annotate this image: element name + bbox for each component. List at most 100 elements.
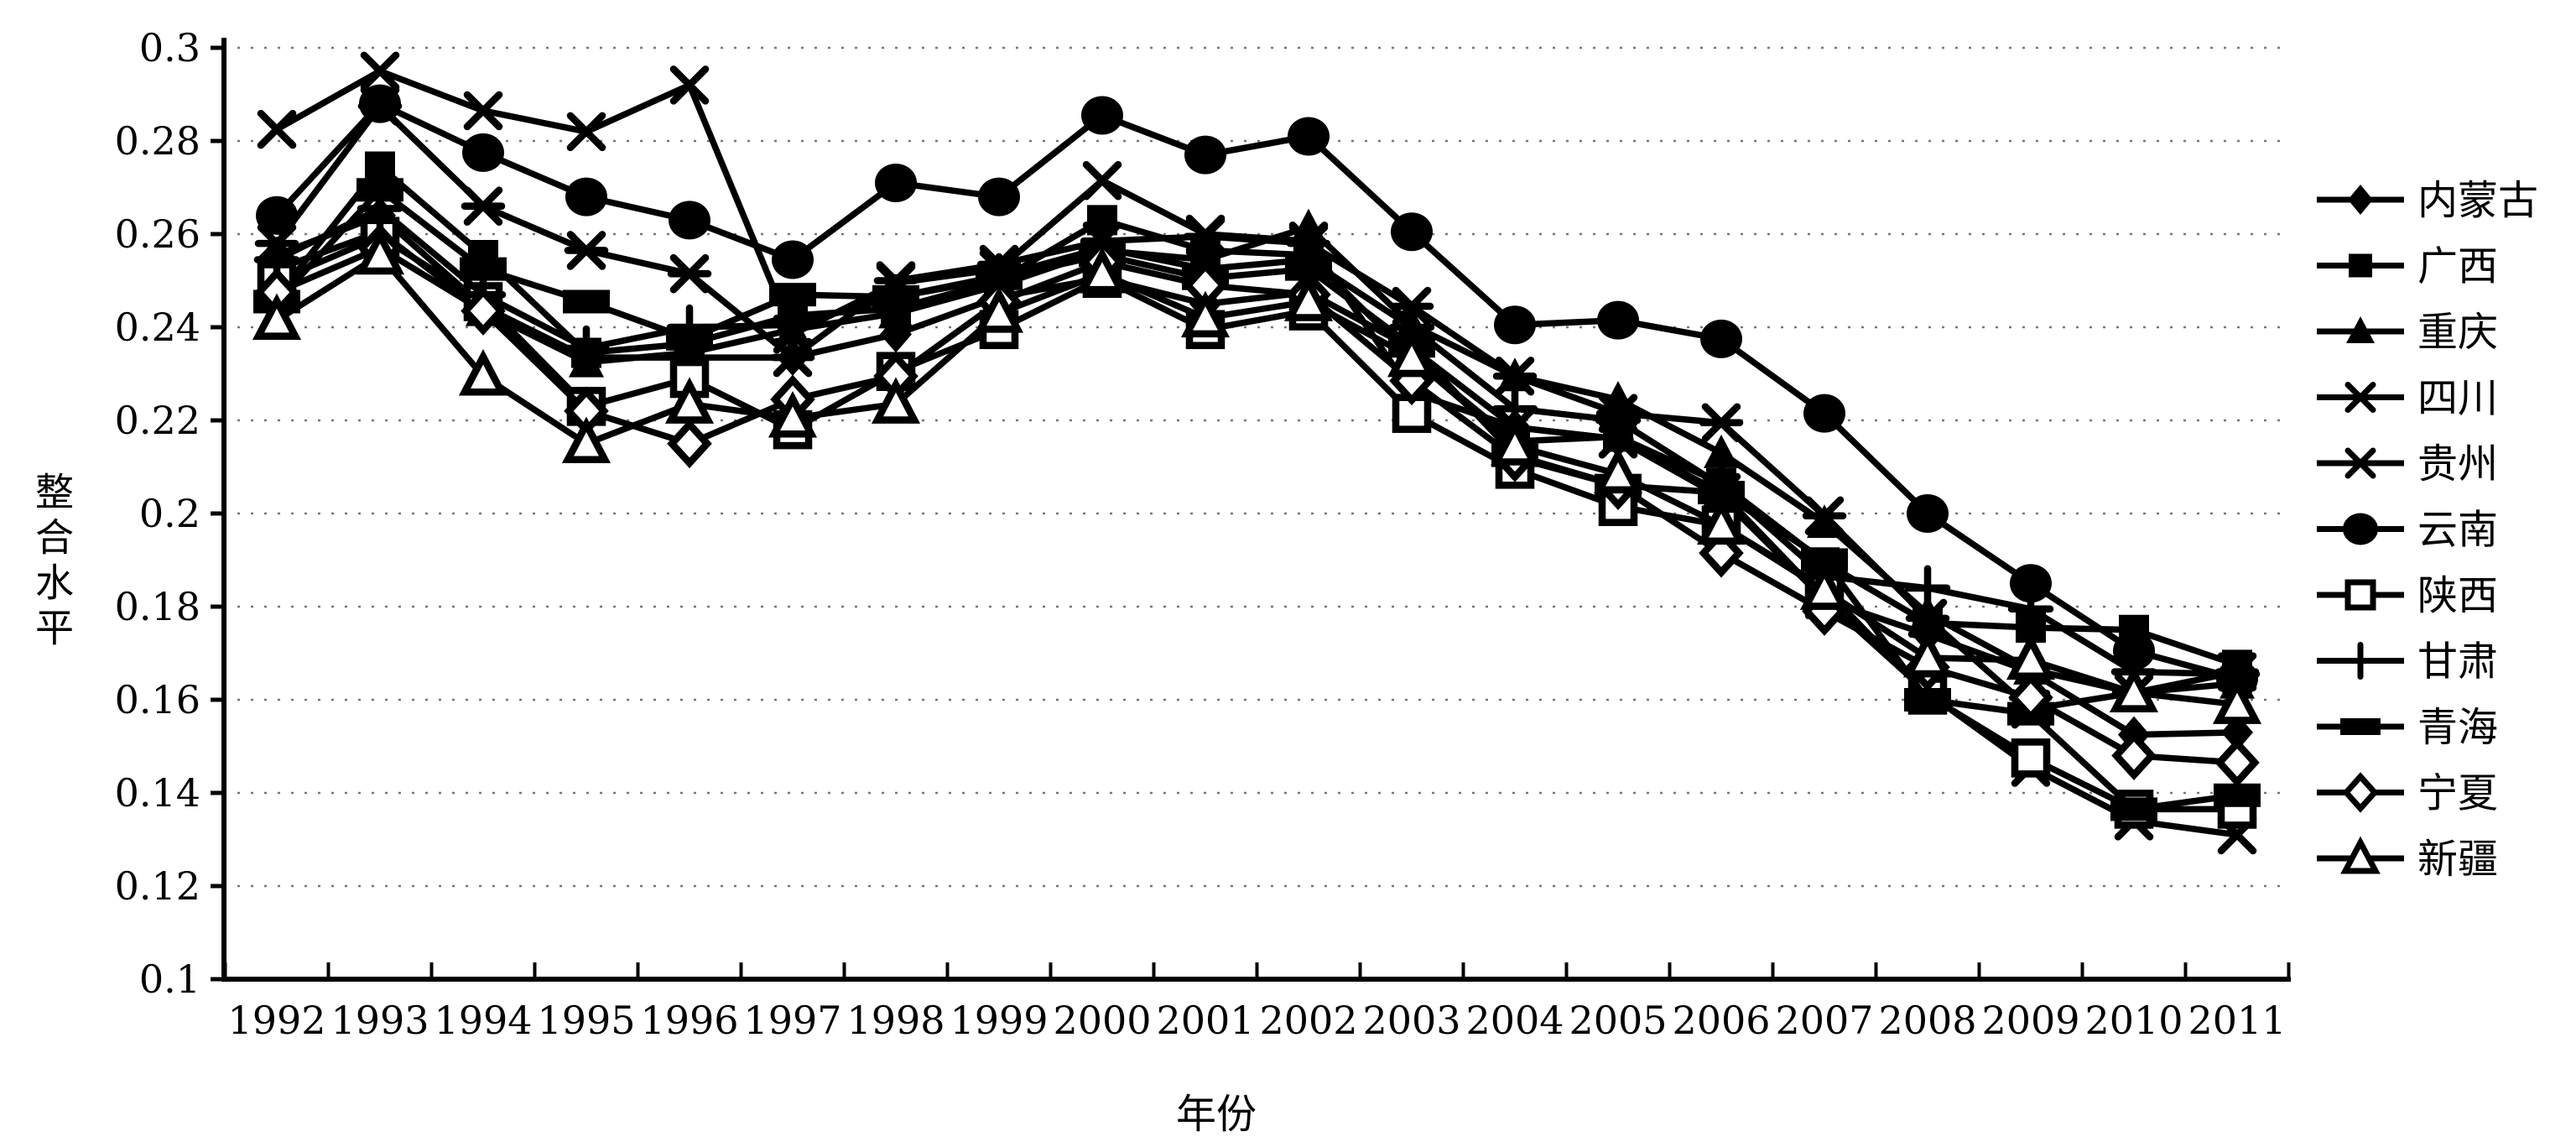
marker-circle — [1597, 300, 1639, 340]
marker-rect — [2214, 783, 2261, 807]
legend-label: 青海 — [2417, 704, 2498, 751]
marker-circle — [772, 240, 814, 279]
marker-triangle-open — [2109, 665, 2159, 712]
y-tick-label: 0.12 — [115, 863, 200, 909]
marker-triangle-open — [355, 227, 405, 275]
x-tick-label: 1993 — [330, 998, 429, 1043]
marker-rect — [460, 257, 507, 281]
marker-triangle — [1704, 434, 1739, 468]
x-tick-label: 1998 — [846, 998, 945, 1043]
marker-triangle-open — [768, 391, 818, 438]
marker-x — [463, 91, 503, 131]
legend-label: 甘肃 — [2417, 639, 2498, 686]
x-tick-label: 2011 — [2188, 998, 2286, 1043]
marker-triangle-open — [2006, 633, 2056, 680]
marker-circle — [1494, 305, 1536, 345]
marker-x — [669, 65, 710, 105]
marker-plus — [563, 325, 610, 372]
x-tick-label: 1995 — [537, 998, 635, 1043]
marker-circle — [1700, 319, 1742, 358]
marker-rect — [1904, 688, 1951, 712]
marker-diamond-open — [461, 286, 506, 336]
marker-circle — [1907, 494, 1949, 533]
marker-rect — [666, 326, 713, 351]
marker-plus — [1595, 397, 1642, 444]
legend-label: 四川 — [2417, 375, 2498, 422]
marker-asterisk — [1802, 496, 1847, 536]
marker-plus — [2341, 642, 2380, 680]
x-tick-label: 1992 — [227, 998, 325, 1043]
y-tick-label: 0.16 — [115, 677, 200, 722]
x-tick-label: 2005 — [1569, 998, 1667, 1043]
marker-plus — [1904, 565, 1951, 612]
marker-circle — [1391, 212, 1433, 252]
x-tick-label: 1999 — [950, 998, 1048, 1043]
marker-x — [257, 109, 297, 149]
y-tick-label: 0.1 — [139, 957, 200, 1002]
legend-label: 云南 — [2417, 507, 2498, 554]
legend-label: 广西 — [2417, 243, 2498, 290]
y-tick-label: 0.28 — [115, 118, 200, 164]
x-tick-label: 1994 — [434, 998, 532, 1043]
marker-asterisk — [1905, 598, 1950, 639]
marker-rect — [769, 283, 816, 307]
marker-asterisk — [1183, 216, 1228, 257]
marker-triangle-open — [1593, 446, 1643, 494]
y-axis-title: 整合水平 — [29, 472, 75, 653]
marker-diamond — [2348, 185, 2373, 215]
marker-square — [365, 151, 395, 182]
marker-triangle-open — [561, 416, 611, 464]
marker-asterisk — [564, 231, 609, 270]
marker-triangle-open — [1077, 246, 1127, 294]
legend-label: 宁夏 — [2417, 770, 2498, 817]
x-tick-label: 2006 — [1672, 998, 1770, 1043]
x-tick-label: 2002 — [1259, 998, 1357, 1043]
y-tick-label: 0.14 — [115, 770, 200, 816]
marker-rect — [2340, 718, 2381, 735]
marker-triangle-open — [1180, 290, 1231, 338]
marker-square — [2349, 253, 2372, 278]
x-tick-label: 2010 — [2084, 998, 2183, 1043]
marker-triangle-open — [458, 349, 508, 396]
marker-triangle-open — [664, 377, 715, 424]
x-tick-label: 2003 — [1362, 998, 1460, 1043]
marker-asterisk — [461, 186, 506, 226]
marker-asterisk — [2342, 447, 2379, 479]
marker-triangle-open — [1799, 563, 1850, 610]
marker-rect — [872, 284, 919, 309]
y-tick-label: 0.22 — [115, 398, 200, 443]
marker-circle — [1288, 117, 1330, 156]
x-tick-label: 2008 — [1878, 998, 1976, 1043]
legend-label: 新疆 — [2417, 836, 2498, 883]
marker-diamond-open — [2342, 772, 2379, 813]
marker-plus — [2007, 586, 2054, 633]
marker-circle — [2343, 513, 2378, 545]
marker-circle — [875, 163, 917, 202]
marker-triangle-open — [1696, 498, 1746, 545]
marker-circle — [256, 196, 298, 235]
marker-circle — [565, 177, 607, 216]
marker-diamond-open — [2008, 672, 2053, 722]
y-tick-label: 0.2 — [139, 491, 200, 536]
marker-triangle-open — [1387, 330, 1437, 378]
marker-asterisk — [667, 253, 712, 294]
y-tick-label: 0.18 — [115, 584, 200, 629]
marker-triangle-open — [1902, 630, 1953, 678]
marker-triangle-open — [1283, 274, 1334, 321]
marker-circle — [359, 84, 401, 123]
series-line-青海 — [273, 186, 2240, 813]
marker-x — [2344, 382, 2376, 413]
marker-triangle-open — [2212, 677, 2262, 724]
marker-circle — [1081, 96, 1123, 135]
x-tick-label: 2004 — [1465, 998, 1564, 1043]
marker-rect — [563, 289, 610, 314]
y-tick-label: 0.26 — [115, 211, 200, 257]
legend-label: 内蒙古 — [2417, 177, 2538, 224]
marker-diamond-open — [667, 419, 712, 469]
marker-triangle-open — [871, 377, 921, 424]
marker-asterisk — [770, 337, 815, 378]
legend-label: 贵州 — [2417, 441, 2498, 487]
marker-square-open — [2344, 579, 2376, 611]
